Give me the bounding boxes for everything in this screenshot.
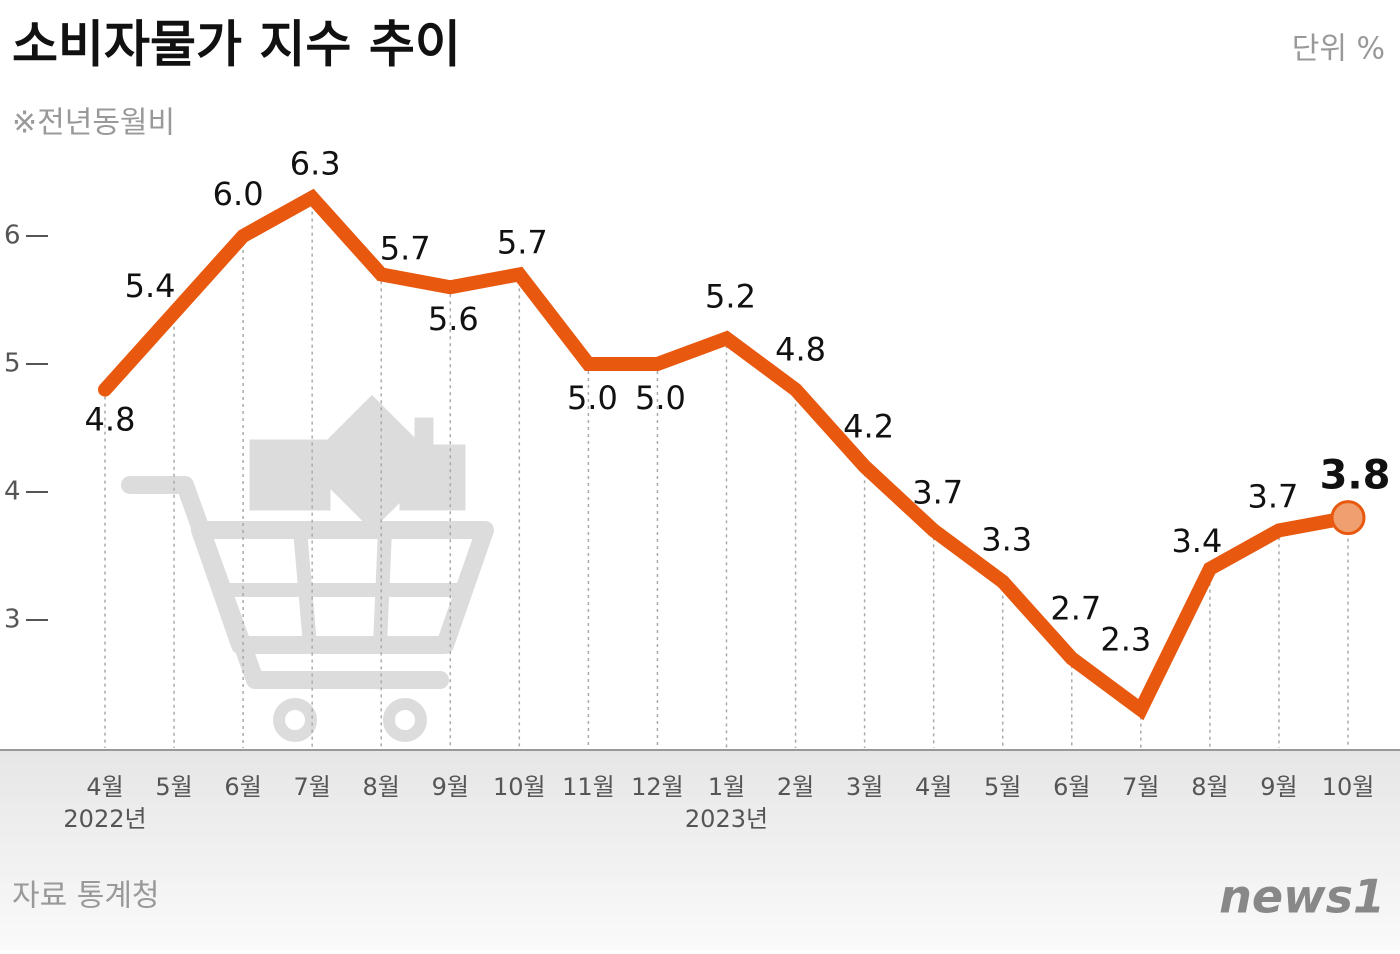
x-tick-label: 9월 — [1260, 773, 1297, 801]
year-label: 2022년 — [63, 805, 146, 833]
y-tick-label: 5 — [4, 349, 21, 379]
x-tick-label: 5월 — [155, 773, 192, 801]
unit-label: 단위 % — [1292, 32, 1385, 67]
value-label: 5.4 — [125, 267, 176, 305]
y-tick-label: 6 — [4, 221, 21, 251]
value-label: 4.8 — [85, 401, 136, 439]
value-label: 6.3 — [290, 145, 341, 183]
value-label: 3.3 — [981, 521, 1032, 559]
value-label: 5.2 — [705, 277, 756, 315]
value-label: 4.8 — [775, 331, 826, 369]
value-label: 5.0 — [567, 379, 618, 417]
cart-icon — [121, 394, 494, 742]
value-label: 5.7 — [497, 223, 548, 261]
value-label: 6.0 — [213, 175, 264, 213]
value-label: 3.7 — [912, 473, 963, 511]
x-tick-label: 4월 — [915, 773, 952, 801]
x-tick-label: 11월 — [562, 773, 615, 801]
last-point — [1330, 500, 1366, 536]
x-tick-label: 7월 — [293, 773, 330, 801]
x-tick-label: 12월 — [631, 773, 684, 801]
axis-band — [0, 750, 1400, 950]
value-label: 5.0 — [635, 379, 686, 417]
value-label: 2.7 — [1050, 589, 1101, 627]
source: 자료 통계청 — [12, 879, 160, 914]
subtitle: ※전년동월비 — [12, 106, 175, 141]
x-tick-label: 8월 — [363, 773, 400, 801]
x-tick-label: 10월 — [493, 773, 546, 801]
value-label: 5.7 — [380, 229, 431, 267]
y-tick-label: 3 — [4, 605, 21, 635]
value-label: 3.7 — [1247, 477, 1298, 515]
y-tick-label: 4 — [4, 477, 21, 507]
x-tick-label: 2월 — [777, 773, 814, 801]
x-tick-label: 1월 — [708, 773, 745, 801]
x-tick-label: 6월 — [1053, 773, 1090, 801]
value-label: 5.6 — [428, 300, 479, 338]
value-label: 3.8 — [1320, 453, 1391, 499]
value-label: 2.3 — [1100, 621, 1151, 659]
x-tick-label: 4월 — [86, 773, 123, 801]
year-label: 2023년 — [685, 805, 768, 833]
value-label: 3.4 — [1171, 522, 1222, 560]
data-line — [98, 188, 1355, 721]
x-tick-label: 3월 — [846, 773, 883, 801]
x-tick-label: 8월 — [1191, 773, 1228, 801]
x-tick-label: 10월 — [1322, 773, 1375, 801]
x-tick-label: 5월 — [984, 773, 1021, 801]
value-label: 4.2 — [843, 407, 894, 445]
x-tick-label: 6월 — [224, 773, 261, 801]
x-tick-label: 7월 — [1122, 773, 1159, 801]
chart-title: 소비자물가 지수 추이 — [12, 16, 461, 74]
x-tick-label: 9월 — [432, 773, 469, 801]
logo: news1 — [1219, 870, 1385, 924]
